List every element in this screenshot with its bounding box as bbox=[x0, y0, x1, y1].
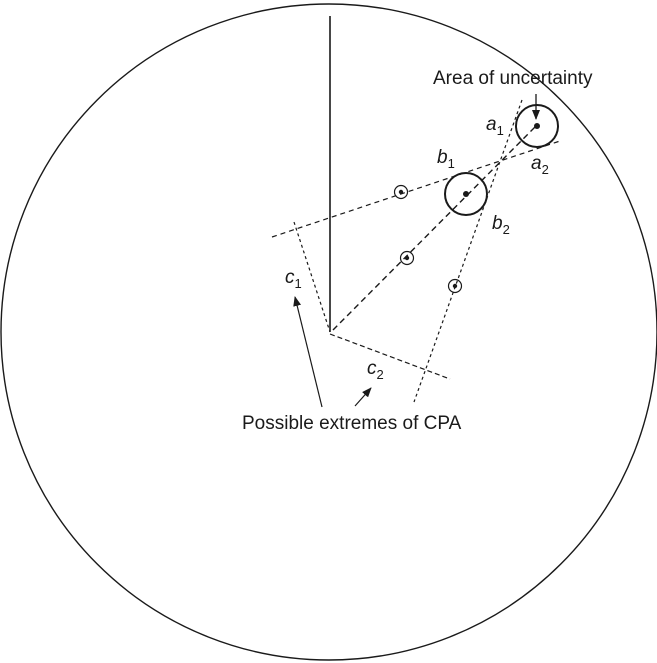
perpendicular-c2 bbox=[329, 333, 451, 380]
small-plot-point bbox=[393, 184, 409, 200]
relative-motion-line bbox=[332, 123, 539, 331]
label-c1: c1 bbox=[285, 267, 302, 291]
label-c2: c2 bbox=[367, 358, 384, 382]
limit-line-a1-b2 bbox=[413, 99, 523, 403]
label-a2: a2 bbox=[531, 153, 549, 177]
plot-point-a bbox=[534, 123, 540, 129]
possible-extremes-label: Possible extremes of CPA bbox=[242, 413, 462, 434]
small-plot-point bbox=[447, 278, 463, 294]
small-plot-point bbox=[399, 250, 415, 266]
label-a1: a1 bbox=[486, 114, 504, 138]
perpendicular-c1 bbox=[293, 221, 331, 333]
plot-point-b bbox=[463, 191, 469, 197]
label-b2: b2 bbox=[492, 213, 510, 237]
extremes-arrow-c2 bbox=[354, 387, 372, 407]
uncertainty-circle-a bbox=[515, 104, 559, 148]
area-of-uncertainty-label: Area of uncertainty bbox=[433, 68, 593, 89]
label-b1: b1 bbox=[437, 147, 455, 171]
extremes-arrow-c1 bbox=[293, 296, 323, 408]
uncertainty-circle-b bbox=[444, 172, 488, 216]
plot-boundary-circle bbox=[0, 3, 657, 661]
limit-line-a2-b1 bbox=[271, 140, 561, 238]
